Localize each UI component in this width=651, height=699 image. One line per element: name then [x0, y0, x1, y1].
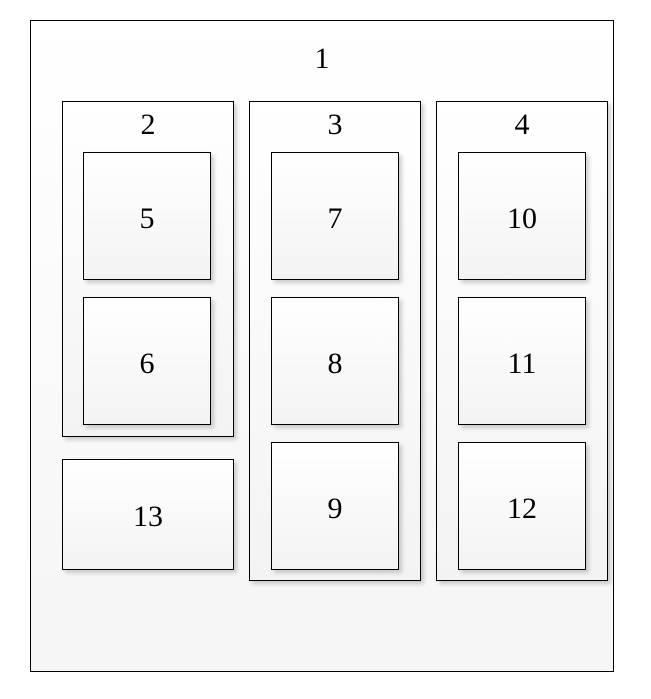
cell-box-11-label: 11: [459, 347, 585, 381]
column-box-2-label: 2: [63, 108, 233, 142]
cell-box-9: 9: [271, 442, 399, 570]
cell-box-8-label: 8: [272, 347, 398, 381]
cell-box-10: 10: [458, 152, 586, 280]
cell-box-5-label: 5: [84, 202, 210, 236]
cell-box-6-label: 6: [84, 347, 210, 381]
cell-box-7-label: 7: [272, 202, 398, 236]
cell-box-10-label: 10: [459, 202, 585, 236]
column-box-4-label: 4: [437, 108, 607, 142]
outer-container-label: 1: [31, 42, 613, 76]
cell-box-9-label: 9: [272, 492, 398, 526]
cell-box-12: 12: [458, 442, 586, 570]
cell-box-13: 13: [62, 459, 234, 570]
cell-box-6: 6: [83, 297, 211, 425]
cell-box-12-label: 12: [459, 492, 585, 526]
column-box-3-label: 3: [250, 108, 420, 142]
cell-box-13-label: 13: [63, 500, 233, 534]
cell-box-5: 5: [83, 152, 211, 280]
cell-box-7: 7: [271, 152, 399, 280]
cell-box-11: 11: [458, 297, 586, 425]
cell-box-8: 8: [271, 297, 399, 425]
